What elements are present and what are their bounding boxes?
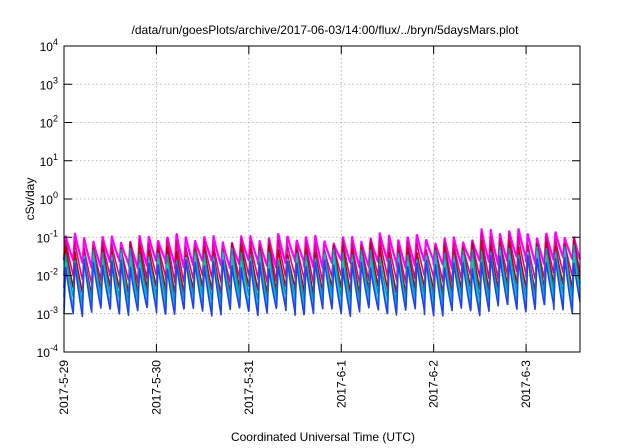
x-tick-label: 2017-5-29 — [57, 360, 71, 415]
y-tick-label: 102 — [40, 114, 58, 131]
y-tick-label: 10-1 — [37, 228, 58, 245]
series-line-3 — [63, 238, 581, 297]
series-line-2 — [63, 232, 581, 285]
x-tick-label: 2017-5-30 — [149, 360, 163, 415]
series-group — [62, 227, 582, 318]
y-tick-label: 10-3 — [37, 305, 58, 322]
y-tick-label: 100 — [40, 190, 58, 207]
series-line-6 — [63, 254, 581, 318]
x-tick-label: 2017-6-1 — [334, 360, 348, 408]
x-tick-label: 2017-6-2 — [427, 360, 441, 408]
chart-title: /data/run/goesPlots/archive/2017-06-03/1… — [132, 23, 520, 37]
x-tick-label: 2017-5-31 — [242, 360, 256, 415]
x-axis-title: Coordinated Universal Time (UTC) — [231, 430, 415, 444]
y-tick-label: 104 — [40, 37, 58, 54]
x-axis: 2017-5-29 2017-5-30 2017-5-31 2017-6-1 2017-… — [57, 46, 533, 415]
y-tick-label: 10-4 — [37, 343, 58, 360]
y-tick-label: 103 — [40, 75, 58, 92]
x-tick-label: 2017-6-3 — [519, 360, 533, 408]
y-axis: 10-4 10-3 10-2 10-1 100 101 102 103 104 — [37, 37, 580, 360]
series-line-1 — [62, 227, 582, 270]
y-axis-title: cSv/day — [23, 178, 37, 221]
y-tick-label: 10-2 — [37, 267, 58, 284]
y-tick-label: 101 — [40, 152, 58, 169]
